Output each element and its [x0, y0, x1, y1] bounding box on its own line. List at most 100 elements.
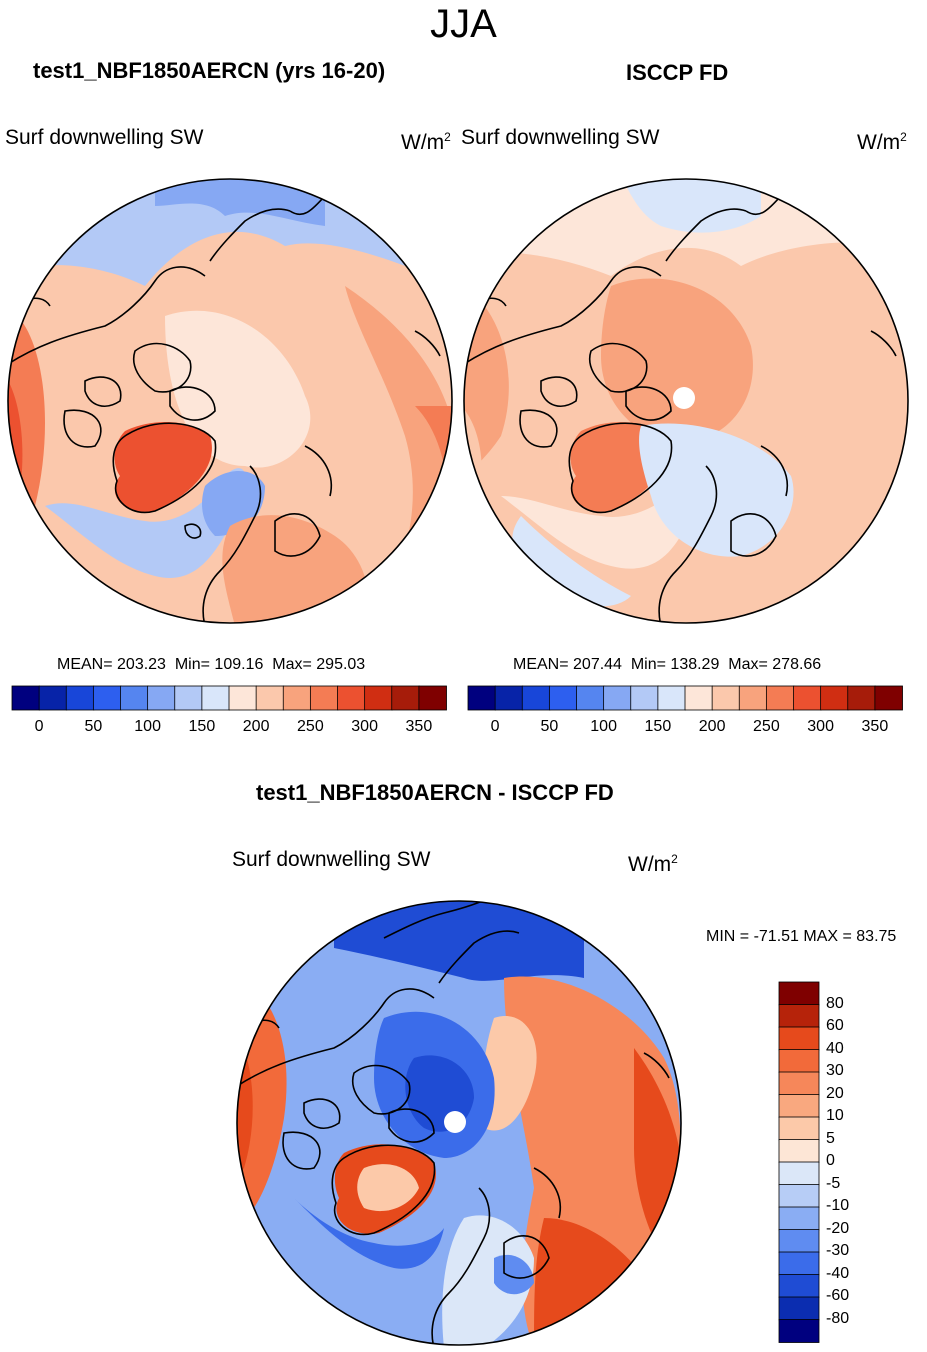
model-colorbar-tick-label: 50 — [84, 718, 103, 735]
model-colorbar-tick-label: 0 — [34, 718, 44, 735]
diff-colorbar-swatch — [778, 1071, 820, 1096]
model-colorbar-swatch — [174, 685, 203, 711]
model-colorbar-swatch — [255, 685, 285, 711]
diff-colorbar-swatch — [778, 1116, 820, 1141]
diff-colorbar-swatch — [778, 1296, 820, 1321]
model-colorbar-swatch — [391, 685, 420, 711]
diff-colorbar-swatch — [778, 1319, 820, 1343]
model-colorbar-tick-label: 150 — [188, 718, 216, 735]
obs-polar-map — [463, 178, 909, 624]
diff-panel-title: test1_NBF1850AERCN - ISCCP FD — [256, 780, 614, 805]
diff-colorbar-tick-label: -40 — [826, 1264, 850, 1282]
obs-colorbar-swatch — [711, 685, 741, 711]
obs-colorbar-tick-label: 100 — [590, 718, 617, 735]
diff-colorbar-tick-label: 40 — [826, 1039, 844, 1057]
diff-colorbar-tick-label: -80 — [826, 1309, 850, 1327]
model-panel-title: test1_NBF1850AERCN (yrs 16-20) — [33, 58, 386, 83]
obs-colorbar-swatch — [548, 685, 578, 711]
diff-colorbar-tick-label: 0 — [826, 1152, 835, 1169]
model-colorbar-tick-label: 200 — [242, 718, 270, 735]
model-colorbar-tick-label: 300 — [351, 718, 378, 735]
model-colorbar-tick-label: 100 — [134, 718, 161, 735]
model-colorbar-swatch — [92, 685, 122, 711]
diff-colorbar — [778, 981, 820, 1343]
diff-colorbar-tick-label: -5 — [826, 1174, 841, 1192]
diff-colorbar-tick-label: 80 — [826, 994, 844, 1012]
obs-colorbar-swatch — [793, 685, 822, 711]
model-colorbar-swatch — [11, 685, 41, 711]
model-colorbar-swatch — [147, 685, 176, 711]
obs-colorbar-swatch — [576, 685, 605, 711]
model-polar-map — [7, 178, 453, 624]
model-colorbar-tick-label: 250 — [297, 718, 324, 735]
obs-stats: MEAN= 207.44 Min= 138.29 Max= 278.66 — [513, 656, 822, 673]
diff-colorbar-tick-label: -20 — [826, 1219, 850, 1237]
obs-colorbar-swatch — [684, 685, 714, 711]
obs-colorbar-tick-label: 300 — [807, 718, 834, 735]
diff-polar-map — [236, 900, 682, 1346]
diff-colorbar-tick-label: -60 — [826, 1287, 850, 1304]
obs-colorbar-swatch — [630, 685, 659, 711]
diff-colorbar-swatch — [778, 1274, 820, 1298]
obs-units-label: W/m2 — [857, 130, 907, 154]
diff-colorbar-tick-label: 5 — [826, 1129, 835, 1147]
diff-colorbar-swatch — [778, 1184, 820, 1208]
diff-colorbar-ticks: 80 60 40 30 20 10 5 0 -5 -10 -20 -30 -40 -60 -80 — [826, 982, 886, 1342]
model-colorbar-swatch — [282, 685, 312, 711]
diff-colorbar-swatch — [778, 1094, 820, 1118]
model-colorbar-swatch — [309, 685, 339, 711]
diff-colorbar-tick-label: 60 — [826, 1017, 844, 1034]
obs-colorbar-swatch — [738, 685, 768, 711]
obs-colorbar — [467, 685, 903, 711]
diff-colorbar-tick-label: -10 — [826, 1197, 850, 1214]
diff-colorbar-tick-label: 30 — [826, 1062, 844, 1079]
model-stats: MEAN= 203.23 Min= 109.16 Max= 295.03 — [57, 656, 366, 673]
obs-colorbar-swatch — [820, 685, 849, 711]
obs-colorbar-tick-label: 0 — [490, 718, 500, 735]
diff-colorbar-swatch — [778, 1004, 820, 1028]
diff-colorbar-swatch — [778, 1026, 820, 1051]
obs-colorbar-tick-label: 250 — [753, 718, 780, 735]
obs-colorbar-tick-label: 50 — [540, 718, 559, 735]
model-colorbar-swatch — [228, 685, 258, 711]
diff-variable-label: Surf downwelling SW — [232, 848, 431, 871]
obs-colorbar-swatch — [657, 685, 686, 711]
diff-colorbar-tick-label: 10 — [826, 1107, 844, 1124]
obs-colorbar-swatch — [603, 685, 632, 711]
model-colorbar-swatch — [337, 685, 366, 711]
model-colorbar-tick-label: 350 — [405, 718, 433, 735]
model-colorbar-swatch — [201, 685, 230, 711]
diff-colorbar-swatch — [778, 1161, 820, 1186]
obs-colorbar-tick-label: 150 — [644, 718, 672, 735]
season-title: JJA — [430, 2, 497, 46]
diff-colorbar-swatch — [778, 1206, 820, 1231]
obs-panel-title: ISCCP FD — [626, 60, 729, 85]
diff-colorbar-swatch — [778, 1049, 820, 1073]
diff-units-label: W/m2 — [628, 852, 678, 876]
obs-colorbar-swatch — [494, 685, 524, 711]
diff-colorbar-swatch — [778, 1139, 820, 1163]
obs-colorbar-swatch — [521, 685, 551, 711]
model-colorbar-swatch — [364, 685, 393, 711]
diff-colorbar-swatch — [778, 981, 820, 1006]
model-colorbar-swatch — [65, 685, 95, 711]
model-variable-label: Surf downwelling SW — [5, 126, 204, 149]
obs-colorbar-swatch — [874, 685, 903, 711]
model-units-label: W/m2 — [401, 130, 451, 154]
diff-colorbar-tick-label: -30 — [826, 1242, 850, 1259]
diff-colorbar-swatch — [778, 1229, 820, 1253]
diff-colorbar-tick-label: 20 — [826, 1084, 844, 1102]
obs-colorbar-swatch — [467, 685, 497, 711]
obs-colorbar-swatch — [765, 685, 795, 711]
model-colorbar-swatch — [38, 685, 68, 711]
diff-colorbar-swatch — [778, 1251, 820, 1276]
obs-colorbar-tick-label: 200 — [698, 718, 726, 735]
obs-colorbar-tick-label: 350 — [861, 718, 889, 735]
model-colorbar-ticks: 0 50 100 150 200 250 300 350 — [12, 718, 446, 738]
model-colorbar — [11, 685, 447, 711]
obs-colorbar-ticks: 0 50 100 150 200 250 300 350 — [468, 718, 902, 738]
obs-colorbar-swatch — [847, 685, 876, 711]
model-colorbar-swatch — [120, 685, 149, 711]
obs-variable-label: Surf downwelling SW — [461, 126, 660, 149]
model-colorbar-swatch — [418, 685, 447, 711]
